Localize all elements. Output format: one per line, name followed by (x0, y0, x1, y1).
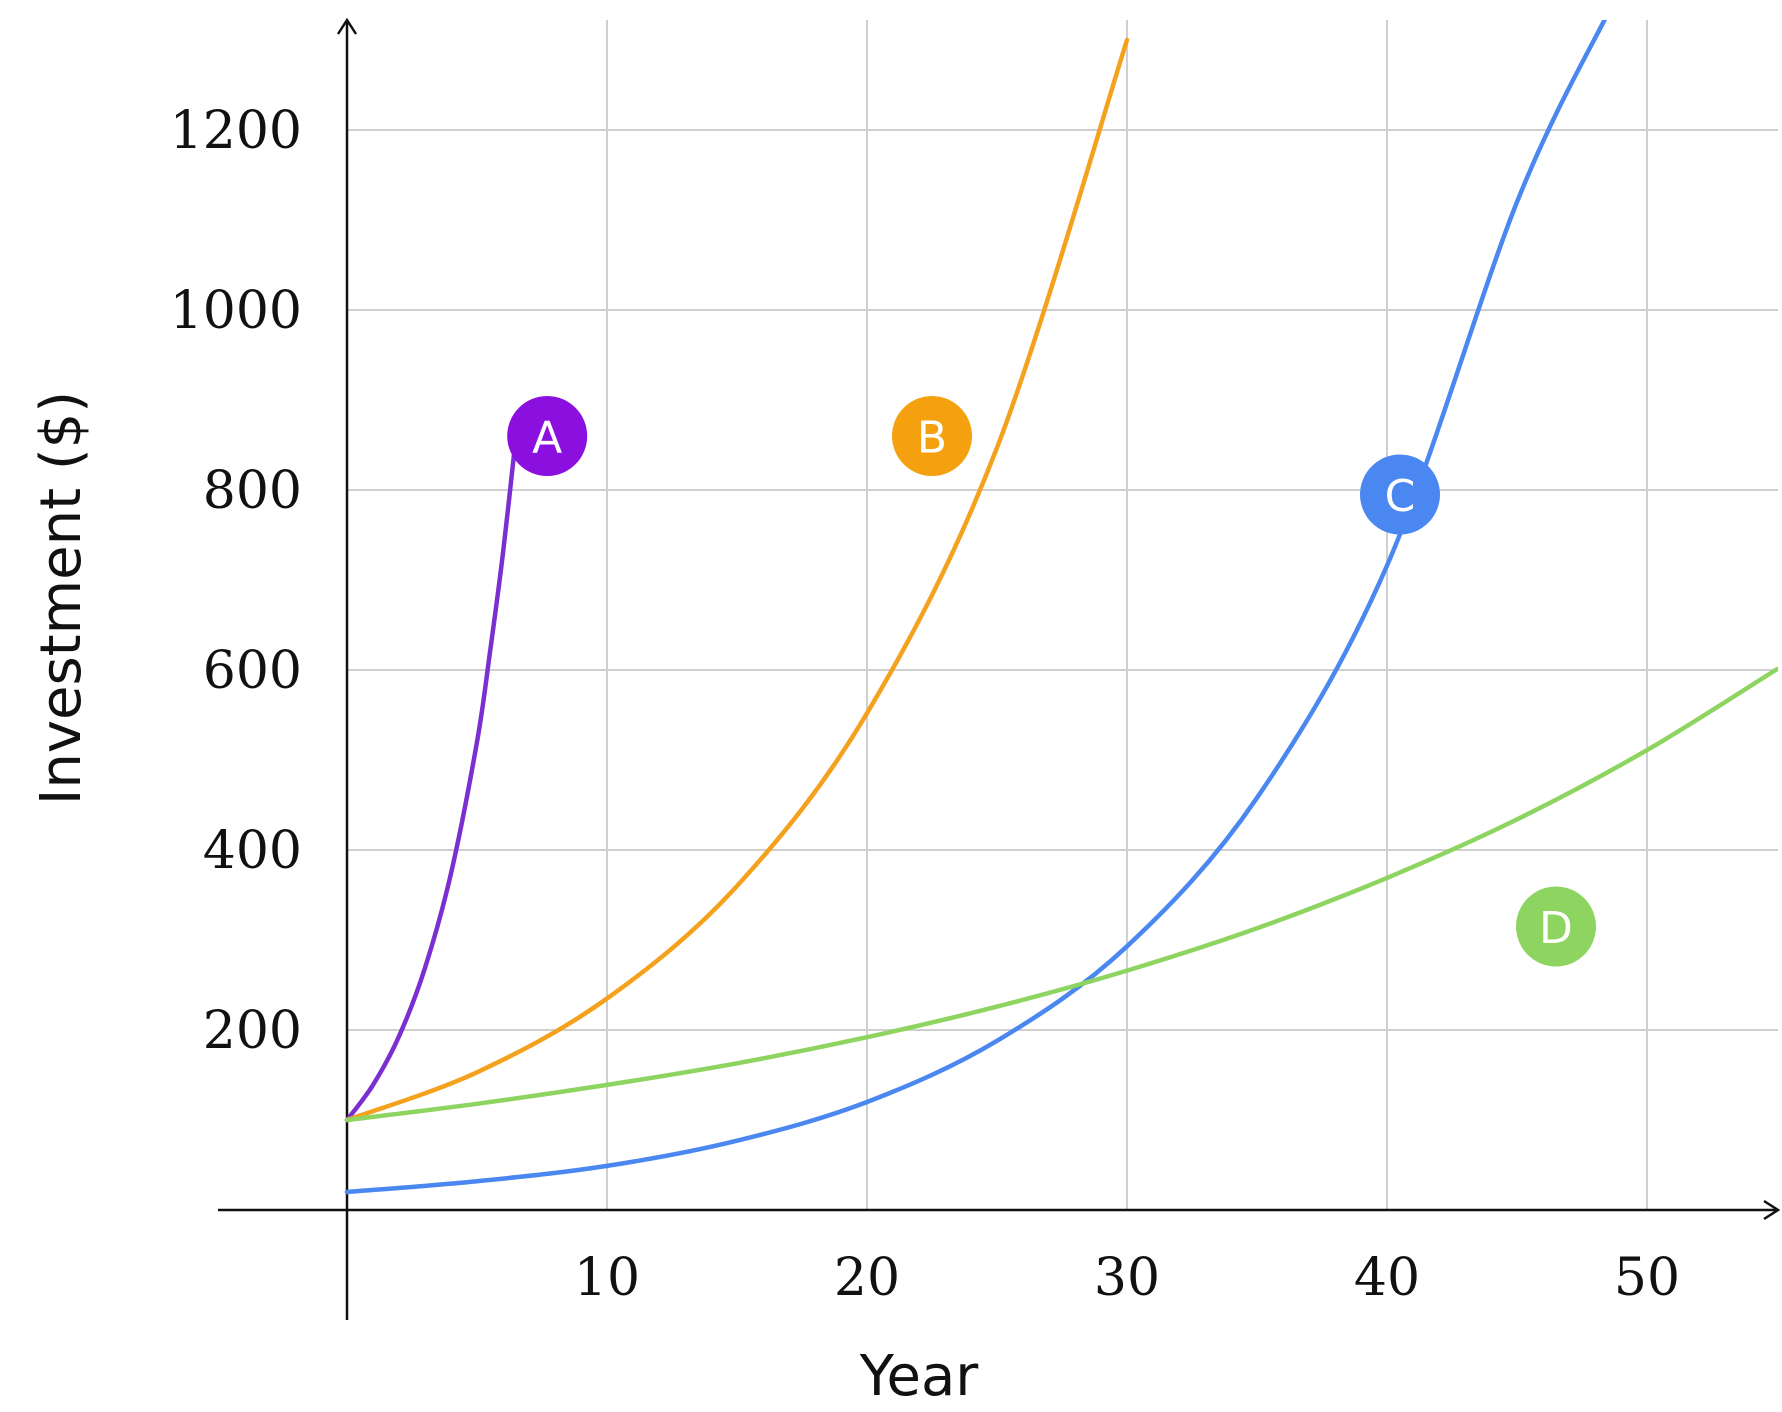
y-tick-label: 600 (203, 641, 302, 701)
y-axis-title: Investment ($) (29, 391, 94, 805)
y-tick-label: 1000 (170, 281, 302, 341)
series-badge-a: A (507, 396, 588, 476)
y-tick-label: 1200 (170, 101, 302, 161)
badge-circle (507, 396, 588, 476)
x-tick-label: 10 (574, 1248, 640, 1308)
x-axis-arrowhead (1763, 1199, 1781, 1221)
y-tick-label: 400 (203, 821, 302, 881)
axes (218, 17, 1781, 1320)
x-tick-label: 40 (1354, 1248, 1420, 1308)
tick-labels: 10 20 30 40 50 200 400 600 800 1000 1200 (170, 101, 1680, 1308)
badge-circle (1516, 886, 1596, 967)
series-badge-b: B (892, 396, 972, 476)
series-badge-d: D (1516, 886, 1596, 967)
x-tick-label: 20 (834, 1248, 900, 1308)
badge-circle (892, 396, 972, 476)
x-axis-title: Year (859, 1344, 980, 1409)
badge-label: A (532, 413, 562, 464)
badge-label: D (1539, 903, 1573, 954)
badge-label: B (917, 413, 947, 464)
badge-label: C (1385, 471, 1416, 522)
y-tick-label: 800 (203, 461, 302, 521)
series-line-a (344, 433, 519, 1123)
series-badge-c: C (1360, 454, 1440, 535)
series-line-d (344, 666, 1778, 1123)
y-axis-arrowhead (336, 17, 358, 35)
series-badges: A B C D (507, 396, 1596, 967)
series-line-b (344, 37, 1130, 1123)
x-tick-label: 30 (1094, 1248, 1160, 1308)
series-line-c (344, 20, 1608, 1195)
grid (347, 20, 1778, 1210)
badge-circle (1360, 454, 1440, 535)
x-tick-label: 50 (1614, 1248, 1680, 1308)
series-lines (344, 20, 1778, 1195)
y-tick-label: 200 (203, 1001, 302, 1061)
